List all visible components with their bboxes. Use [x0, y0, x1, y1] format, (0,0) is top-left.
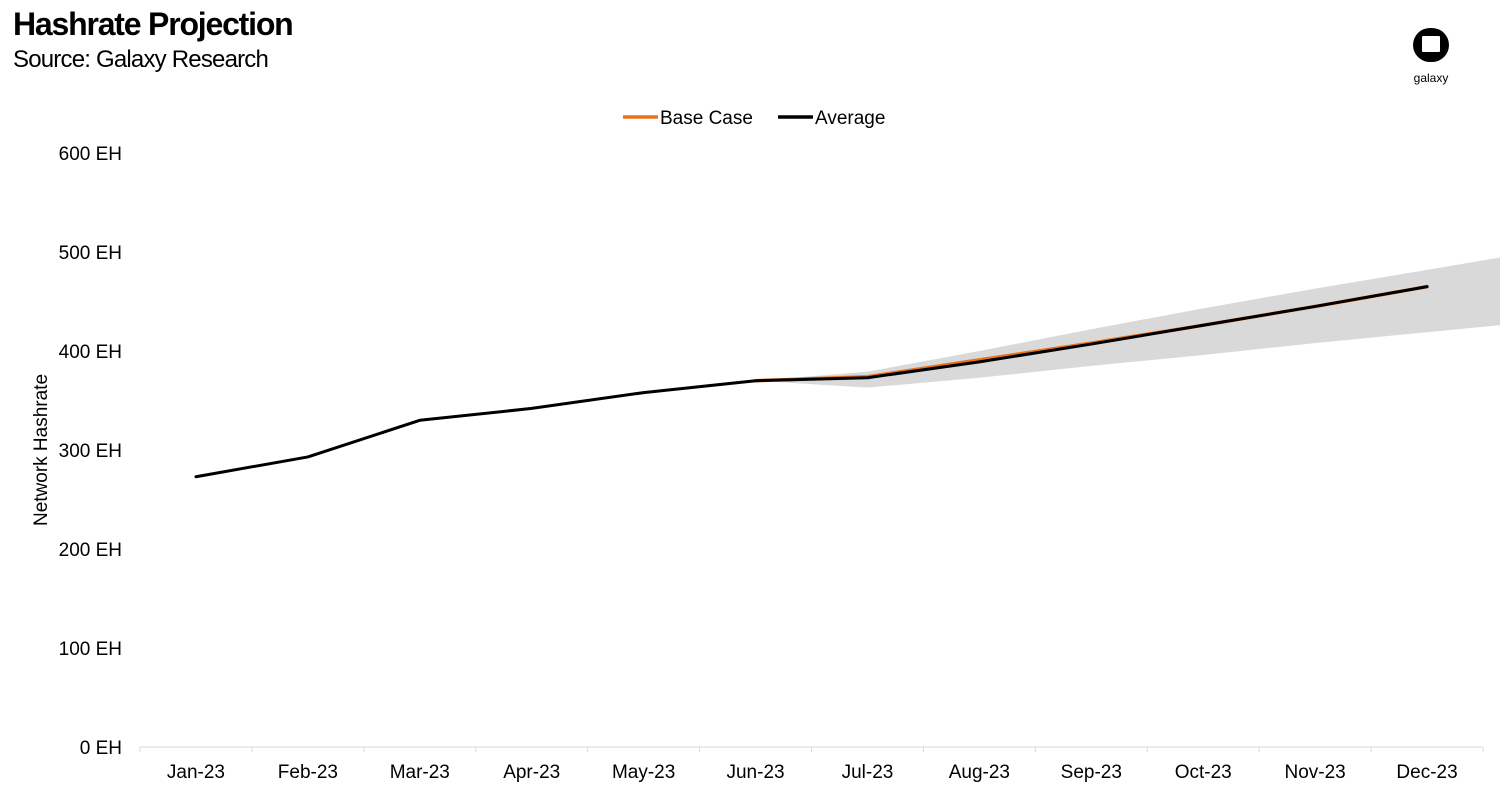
chart-subtitle: Source: Galaxy Research — [13, 46, 269, 73]
x-tick-label: Mar-23 — [390, 762, 450, 783]
x-tick-label: Sep-23 — [1061, 762, 1122, 783]
legend-label-base-case: Base Case — [660, 108, 753, 129]
x-tick-label: Dec-23 — [1396, 762, 1457, 783]
y-tick-label: 200 EH — [59, 540, 122, 561]
y-axis-label: Network Hashrate — [31, 374, 52, 526]
x-tick-label: Apr-23 — [503, 762, 560, 783]
projection-range-band — [755, 257, 1500, 388]
x-tick-label: Jun-23 — [726, 762, 784, 783]
y-tick-label: 100 EH — [59, 639, 122, 660]
x-tick-label: Aug-23 — [949, 762, 1010, 783]
galaxy-logo-icon — [1413, 28, 1449, 62]
y-tick-label: 500 EH — [59, 243, 122, 264]
x-tick-label: Oct-23 — [1175, 762, 1232, 783]
x-tick-label: Jul-23 — [842, 762, 894, 783]
legend-label-average: Average — [815, 108, 885, 129]
galaxy-logo: galaxy — [1405, 28, 1457, 90]
y-tick-label: 0 EH — [80, 738, 122, 759]
chart-title: Hashrate Projection — [13, 6, 294, 42]
x-tick-label: Nov-23 — [1285, 762, 1346, 783]
logo-text: galaxy — [1413, 71, 1449, 85]
x-tick-label: Jan-23 — [167, 762, 225, 783]
x-tick-label: May-23 — [612, 762, 675, 783]
y-tick-label: 400 EH — [59, 342, 122, 363]
series-line-average — [194, 285, 1429, 479]
x-tick-label: Feb-23 — [278, 762, 338, 783]
y-tick-label: 600 EH — [59, 144, 122, 165]
y-tick-label: 300 EH — [59, 441, 122, 462]
